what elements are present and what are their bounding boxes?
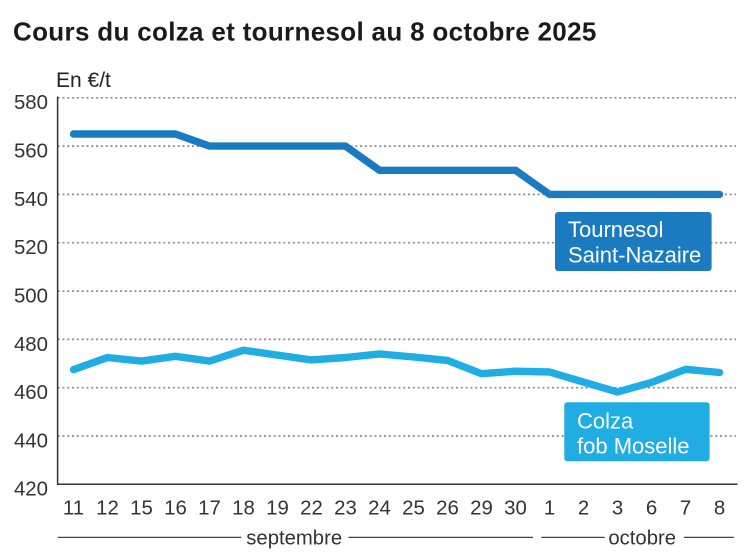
svg-text:16: 16 — [164, 498, 187, 520]
svg-text:540: 540 — [14, 189, 48, 211]
svg-text:17: 17 — [198, 498, 221, 520]
svg-text:29: 29 — [470, 498, 493, 520]
svg-text:30: 30 — [504, 498, 527, 520]
svg-text:septembre: septembre — [246, 527, 342, 549]
svg-text:7: 7 — [680, 498, 691, 520]
svg-text:15: 15 — [130, 498, 153, 520]
svg-text:11: 11 — [63, 498, 84, 520]
svg-text:fob Moselle: fob Moselle — [577, 433, 690, 458]
svg-text:580: 580 — [14, 92, 48, 114]
svg-text:26: 26 — [436, 498, 459, 520]
svg-text:Tournesol: Tournesol — [568, 217, 663, 242]
svg-text:1: 1 — [544, 498, 555, 520]
svg-text:560: 560 — [14, 141, 48, 163]
svg-text:En €/t: En €/t — [56, 69, 111, 92]
svg-text:18: 18 — [232, 498, 255, 520]
svg-text:12: 12 — [96, 498, 119, 520]
svg-text:25: 25 — [402, 498, 425, 520]
svg-text:19: 19 — [266, 498, 289, 520]
svg-text:500: 500 — [14, 286, 48, 308]
svg-text:Cours du colza et tournesol au: Cours du colza et tournesol au 8 octobre… — [13, 17, 597, 47]
svg-text:440: 440 — [14, 430, 48, 452]
svg-text:Colza: Colza — [577, 409, 634, 434]
svg-text:24: 24 — [368, 498, 391, 520]
svg-text:Saint-Nazaire: Saint-Nazaire — [568, 242, 701, 267]
svg-text:6: 6 — [646, 498, 657, 520]
svg-text:3: 3 — [612, 498, 623, 520]
svg-text:2: 2 — [578, 498, 589, 520]
svg-text:480: 480 — [14, 334, 48, 356]
svg-text:520: 520 — [14, 237, 48, 259]
svg-text:octobre: octobre — [608, 527, 676, 549]
svg-text:22: 22 — [300, 498, 323, 520]
svg-text:460: 460 — [14, 382, 48, 404]
svg-text:8: 8 — [714, 498, 725, 520]
svg-text:420: 420 — [14, 479, 48, 501]
svg-text:23: 23 — [334, 498, 357, 520]
